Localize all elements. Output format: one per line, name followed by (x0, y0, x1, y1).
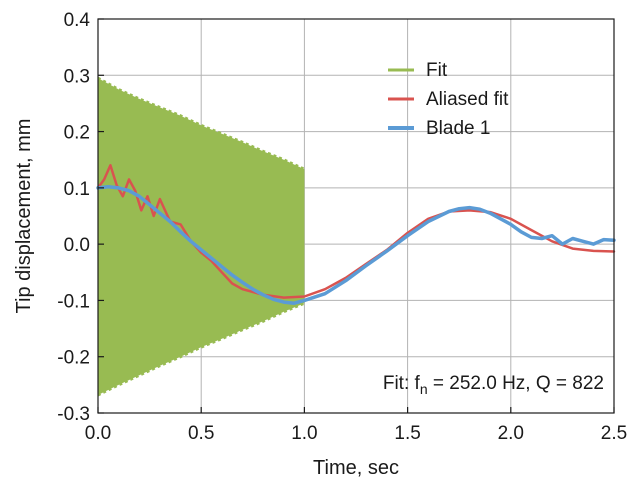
y-axis-label: Tip displacement, mm (13, 119, 35, 314)
fit-annotation: Fit: fn = 252.0 Hz, Q = 822 (383, 373, 604, 397)
x-tick-label: 0.0 (85, 423, 111, 444)
legend-label-blade-1: Blade 1 (426, 118, 490, 139)
ticks: 0.0 0.5 1.0 1.5 2.0 2.5 -0.3 -0.2 -0.1 0.0 0.1 0.2 0… (57, 10, 627, 444)
legend-label-aliased-fit: Aliased fit (426, 89, 509, 110)
annotation-suffix: = 252.0 Hz, Q = 822 (428, 373, 604, 394)
y-tick-label: 0.4 (64, 10, 91, 31)
y-tick-label: 0.0 (64, 235, 90, 256)
series-fit-envelope (98, 78, 305, 395)
x-tick-label: 1.0 (291, 423, 317, 444)
legend: Fit Aliased fit Blade 1 (388, 60, 509, 139)
x-tick-label: 2.0 (498, 423, 524, 444)
x-axis-label: Time, sec (313, 457, 399, 479)
annotation-prefix: Fit: f (383, 373, 421, 394)
y-tick-label: 0.2 (64, 123, 90, 144)
series-layer (96, 76, 616, 397)
series-fit-upper-edge (97, 76, 305, 170)
plot-frame (97, 18, 615, 414)
series-fit-lower-edge (97, 302, 305, 397)
y-tick-label: -0.2 (57, 348, 90, 369)
y-tick-label: 0.1 (64, 179, 90, 200)
x-tick-label: 2.5 (601, 423, 627, 444)
y-tick-label: -0.1 (57, 291, 90, 312)
x-tick-label: 1.5 (394, 423, 420, 444)
y-tick-label: 0.3 (64, 66, 90, 87)
legend-label-fit: Fit (426, 60, 448, 81)
x-tick-label: 0.5 (188, 423, 214, 444)
y-tick-label: -0.3 (57, 404, 90, 425)
annotation-subscript: n (420, 381, 428, 397)
series-blade-1-line (96, 184, 616, 305)
